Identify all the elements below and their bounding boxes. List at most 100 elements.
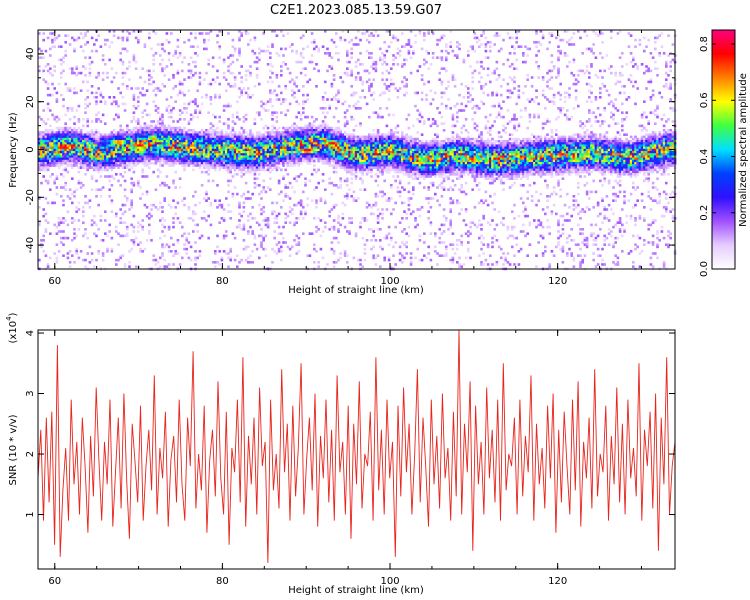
heatmap-cell — [198, 151, 202, 154]
heatmap-cell — [161, 120, 164, 123]
heatmap-cell — [163, 133, 166, 136]
heatmap-cell — [132, 115, 136, 119]
heatmap-cell — [170, 155, 173, 158]
heatmap-cell — [60, 219, 63, 222]
heatmap-cell — [273, 126, 276, 130]
heatmap-cell — [40, 148, 43, 152]
heatmap-cell — [170, 159, 173, 163]
heatmap-cell — [262, 162, 265, 165]
heatmap-cell — [139, 146, 142, 150]
heatmap-cell — [247, 43, 250, 46]
heatmap-cell — [55, 177, 59, 180]
heatmap-cell — [130, 247, 133, 251]
heatmap-cell — [368, 159, 371, 163]
heatmap-cell — [108, 146, 111, 150]
heatmap-cell — [258, 184, 261, 187]
heatmap-cell — [139, 140, 142, 143]
heatmap-cell — [145, 214, 149, 218]
heatmap-cell — [194, 102, 197, 106]
heatmap-cell — [343, 166, 347, 169]
heatmap-cell — [90, 177, 94, 180]
heatmap-cell — [77, 120, 81, 123]
heatmap-cell — [84, 155, 87, 158]
heatmap-cell — [295, 153, 298, 156]
heatmap-cell — [271, 157, 274, 161]
heatmap-cell — [405, 245, 408, 249]
heatmap-cell — [255, 164, 259, 167]
heatmap-cell — [159, 151, 162, 154]
heatmap-cell — [247, 96, 250, 99]
heatmap-cell — [346, 54, 349, 57]
heatmap-cell — [101, 153, 105, 156]
heatmap-cell — [346, 135, 349, 139]
heatmap-cell — [214, 96, 217, 99]
heatmap-cell — [266, 135, 270, 139]
heatmap-cell — [44, 179, 48, 183]
heatmap-cell — [379, 157, 382, 161]
heatmap-cell — [55, 175, 59, 178]
heatmap-cell — [315, 155, 318, 158]
heatmap-cell — [141, 157, 144, 161]
heatmap-cell — [75, 188, 78, 191]
heatmap-cell — [214, 168, 217, 172]
heatmap-cell — [126, 49, 129, 53]
heatmap-cell — [277, 146, 281, 150]
heatmap-cell — [112, 162, 116, 165]
heatmap-cell — [150, 153, 153, 156]
heatmap-cell — [249, 168, 252, 172]
heatmap-cell — [302, 131, 305, 134]
heatmap-cell — [236, 164, 239, 167]
heatmap-cell — [132, 111, 136, 114]
heatmap-cell — [387, 148, 391, 152]
heatmap-cell — [363, 159, 367, 163]
heatmap-cell — [225, 153, 228, 156]
heatmap-cell — [231, 71, 235, 75]
heatmap-cell — [132, 159, 136, 163]
heatmap-cell — [269, 63, 272, 66]
heatmap-cell — [295, 234, 298, 238]
heatmap-cell — [262, 107, 265, 110]
heatmap-cell — [363, 162, 367, 165]
heatmap-cell — [376, 175, 380, 178]
heatmap-cell — [376, 217, 380, 220]
heatmap-cell — [93, 151, 96, 154]
heatmap-cell — [222, 164, 226, 167]
heatmap-cell — [383, 164, 386, 167]
heatmap-cell — [71, 217, 74, 220]
heatmap-cell — [372, 164, 375, 167]
heatmap-cell — [240, 32, 243, 35]
heatmap-cell — [288, 247, 292, 251]
heatmap-cell — [119, 58, 122, 62]
heatmap-cell — [381, 212, 384, 216]
heatmap-cell — [277, 232, 281, 235]
heatmap-cell — [396, 153, 400, 156]
heatmap-cell — [381, 91, 384, 95]
heatmap-cell — [315, 45, 318, 48]
heatmap-cell — [244, 137, 248, 141]
heatmap-cell — [189, 148, 193, 152]
heatmap-cell — [108, 135, 111, 139]
heatmap-cell — [108, 164, 111, 167]
heatmap-cell — [64, 153, 67, 156]
heatmap-cell — [390, 41, 393, 44]
heatmap-cell — [385, 151, 389, 154]
heatmap-cell — [196, 151, 199, 154]
heatmap-cell — [176, 133, 180, 136]
heatmap-cell — [57, 164, 61, 167]
heatmap-cell — [165, 148, 169, 152]
heatmap-cell — [398, 155, 402, 158]
heatmap-cell — [178, 221, 182, 224]
heatmap-cell — [84, 98, 87, 101]
heatmap-cell — [82, 49, 85, 53]
heatmap-cell — [97, 162, 100, 165]
heatmap-cell — [306, 137, 309, 141]
heatmap-cell — [379, 159, 382, 163]
heatmap-cell — [319, 131, 323, 134]
heatmap-cell — [187, 129, 191, 132]
heatmap-cell — [306, 133, 309, 136]
heatmap-cell — [321, 230, 325, 233]
heatmap-cell — [295, 126, 298, 130]
heatmap-cell — [308, 159, 312, 163]
heatmap-cell — [286, 195, 290, 198]
heatmap-cell — [130, 153, 133, 156]
